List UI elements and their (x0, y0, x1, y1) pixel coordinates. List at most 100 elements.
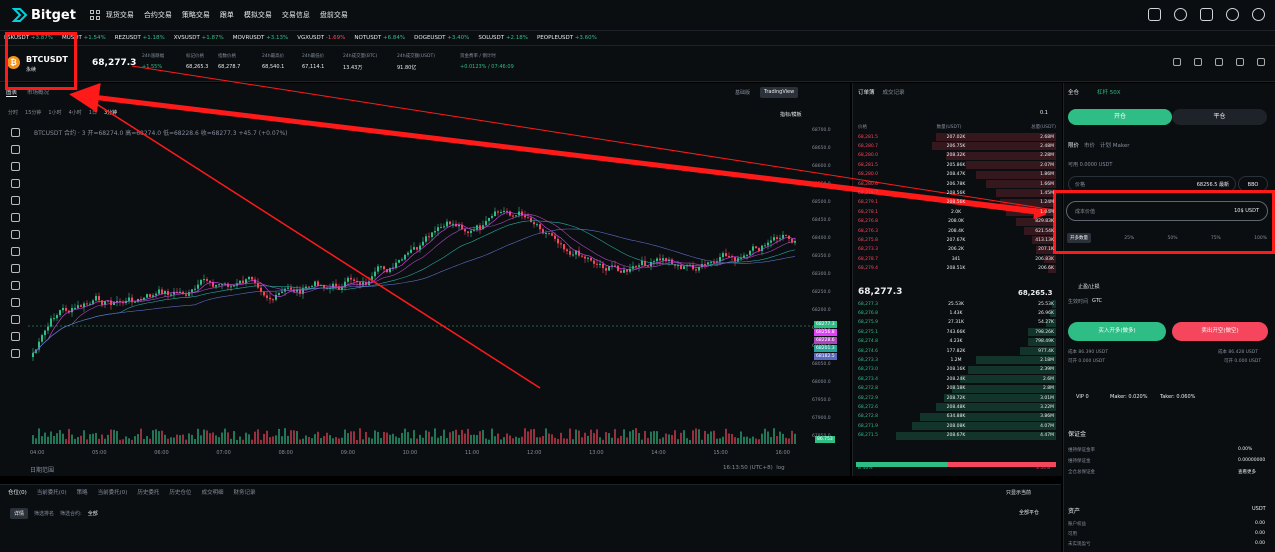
ask-row[interactable]: 68,279.1 208.56K 1.24M (856, 198, 1056, 207)
crosshair-icon[interactable] (10, 128, 20, 137)
user-icon[interactable] (1174, 8, 1187, 21)
log-toggle[interactable]: log (776, 465, 785, 471)
ask-row[interactable]: 68,281.5 205.86K 2.07M (856, 161, 1056, 170)
ticker-item[interactable]: LSKUSDT +3.87% (4, 35, 53, 41)
bid-row[interactable]: 68,276.8 1.43K 26.96K (856, 309, 1056, 318)
bid-row[interactable]: 68,275.9 27.31K 54.27K (856, 318, 1056, 327)
brush-icon[interactable] (10, 179, 20, 188)
symbol-name[interactable]: BTCUSDT (26, 55, 68, 64)
download-icon[interactable] (1200, 8, 1213, 21)
tpsl-checkbox[interactable]: 止盈/止损 (1078, 284, 1100, 290)
measure-icon[interactable] (10, 247, 20, 256)
settings-icon[interactable] (1257, 58, 1265, 66)
ticker-item[interactable]: VGXUSDT -1.69% (297, 35, 345, 41)
bid-row[interactable]: 68,274.6 177.82K 977.4K (856, 347, 1056, 355)
ask-row[interactable]: 68,281.5 207.02K 2.68M (856, 133, 1056, 141)
nav-copy[interactable]: 跟单 (219, 11, 234, 19)
bid-row[interactable]: 68,273.4 208.24K 2.6M (856, 375, 1056, 384)
tab-market-overview[interactable]: 市场概况 (27, 90, 50, 96)
interval-option[interactable]: 4小时 (68, 110, 82, 116)
tab-chart[interactable]: 图表 (6, 90, 18, 97)
lock-icon[interactable] (10, 315, 20, 324)
nav-spot[interactable]: 现货交易 (105, 11, 134, 19)
ruler-icon[interactable] (10, 264, 20, 273)
ask-row[interactable]: 68,279.7 208.56K 1.45M (856, 189, 1056, 198)
close-tab[interactable]: 平仓 (1172, 109, 1267, 125)
ask-row[interactable]: 68,278.1 2.0K 1.04M (856, 208, 1056, 217)
interval-option[interactable]: 分时 (8, 110, 19, 116)
ticker-item[interactable]: PEOPLEUSDT +3.60% (537, 35, 597, 41)
pattern-icon[interactable] (10, 213, 20, 222)
orders-tab[interactable]: 当前委托(0) (97, 490, 128, 496)
wallet-icon[interactable] (1148, 8, 1161, 21)
ask-row[interactable]: 68,280.6 206.78K 1.66M (856, 180, 1056, 188)
nav-premarket[interactable]: 盘前交易 (319, 11, 348, 19)
ticker-item[interactable]: NOTUSDT +6.84% (354, 35, 405, 41)
order-type-limit[interactable]: 限价 (1068, 143, 1080, 149)
close-all-button[interactable]: 全部平仓 (1019, 510, 1040, 516)
video-icon[interactable] (1236, 58, 1244, 66)
time-in-force-select[interactable]: GTC (1092, 298, 1102, 304)
orders-tab[interactable]: 历史仓位 (169, 490, 192, 496)
interval-option[interactable]: 1日 (88, 110, 97, 116)
ticker-item[interactable]: REZUSDT +1.18% (115, 35, 165, 41)
text-icon[interactable] (10, 196, 20, 205)
ask-row[interactable]: 68,280.7 206.75K 2.48M (856, 142, 1056, 151)
tab-orderbook[interactable]: 订单簿 (858, 90, 875, 96)
ask-row[interactable]: 68,275.8 207.67K 413.13K (856, 236, 1056, 245)
pen-icon[interactable] (10, 162, 20, 171)
ticker-item[interactable]: XVSUSDT +1.87% (174, 35, 224, 41)
bid-row[interactable]: 68,275.1 743.66K 798.26K (856, 328, 1056, 337)
bid-row[interactable]: 68,272.8 208.18K 2.8M (856, 384, 1056, 393)
trendline-icon[interactable] (10, 145, 20, 154)
bid-row[interactable]: 68,271.9 208.08K 4.07M (856, 422, 1056, 431)
magnet-icon[interactable] (10, 298, 20, 307)
trash-icon[interactable] (10, 349, 20, 358)
bid-row[interactable]: 68,273.3 1.2M 2.18M (856, 356, 1056, 365)
bid-row[interactable]: 68,272.6 208.48K 3.22M (856, 403, 1056, 412)
percent-slider[interactable]: 开多数量 25% 50% 75% 100% (1067, 233, 1267, 243)
order-type-plan[interactable]: 计划 Maker (1100, 143, 1130, 149)
tab-basic[interactable]: 基础版 (735, 90, 751, 96)
ticker-item[interactable]: MOVRUSDT +3.13% (233, 35, 289, 41)
nav-demo[interactable]: 模拟交易 (243, 11, 272, 19)
interval-option[interactable]: 1小时 (48, 110, 62, 116)
ticker-item[interactable]: DOGEUSDT +3.40% (414, 35, 469, 41)
orders-tab[interactable]: 仓位(0) (8, 490, 27, 496)
bid-row[interactable]: 68,272.9 208.72K 3.01M (856, 394, 1056, 402)
globe-icon[interactable] (1226, 8, 1239, 21)
nav-strategy[interactable]: 策略交易 (181, 11, 210, 19)
tab-tradingview[interactable]: TradingView (760, 87, 799, 98)
indicator-template-button[interactable]: 指标/模板 (780, 112, 802, 118)
orders-tab[interactable]: 策略 (76, 490, 88, 496)
ask-row[interactable]: 68,276.8 208.0K 829.83K (856, 217, 1056, 226)
orders-tab[interactable]: 历史委托 (137, 490, 160, 496)
apps-grid-icon[interactable] (89, 10, 100, 20)
bid-row[interactable]: 68,272.8 634.88K 3.86M (856, 412, 1056, 421)
tab-trades[interactable]: 成交记录 (882, 90, 905, 96)
nav-info[interactable]: 交易信息 (281, 11, 310, 19)
bid-row[interactable]: 68,277.3 25.53K 25.53K (856, 300, 1056, 308)
sell-short-button[interactable]: 卖出开空(做空) (1172, 322, 1268, 341)
zoom-icon[interactable] (10, 281, 20, 290)
buy-long-button[interactable]: 买入开多(做多) (1068, 322, 1166, 341)
ticker-item[interactable]: MUSDT +1.54% (62, 35, 106, 41)
chip-filter[interactable]: 筛选排名 (34, 511, 55, 517)
book-icon[interactable] (1194, 58, 1202, 66)
ticker-item[interactable]: SOLUSDT +2.18% (478, 35, 528, 41)
chip-details[interactable]: 详情 (10, 508, 29, 519)
orders-tab[interactable]: 当前委托(0) (36, 490, 67, 496)
interval-option[interactable]: 15分钟 (25, 110, 42, 116)
ask-row[interactable]: 68,279.4 208.51K 206.6K (856, 264, 1056, 273)
ask-row[interactable]: 68,278.7 341 206.83K (856, 255, 1056, 264)
only-current-toggle[interactable]: 只显示当前 (1006, 490, 1032, 496)
ask-row[interactable]: 68,280.0 208.47K 1.86M (856, 170, 1056, 179)
bid-row[interactable]: 68,274.8 4.23K 798.49K (856, 337, 1056, 346)
leverage[interactable]: 杠杆 50X (1097, 90, 1121, 96)
orderbook-step[interactable]: 0.1 (1040, 110, 1048, 116)
bitget-logo[interactable]: Bitget (12, 8, 76, 23)
candlestick-chart[interactable] (28, 132, 812, 448)
nav-futures[interactable]: 合约交易 (143, 11, 172, 19)
order-type-market[interactable]: 市价 (1084, 143, 1096, 149)
eye-icon[interactable] (10, 332, 20, 341)
